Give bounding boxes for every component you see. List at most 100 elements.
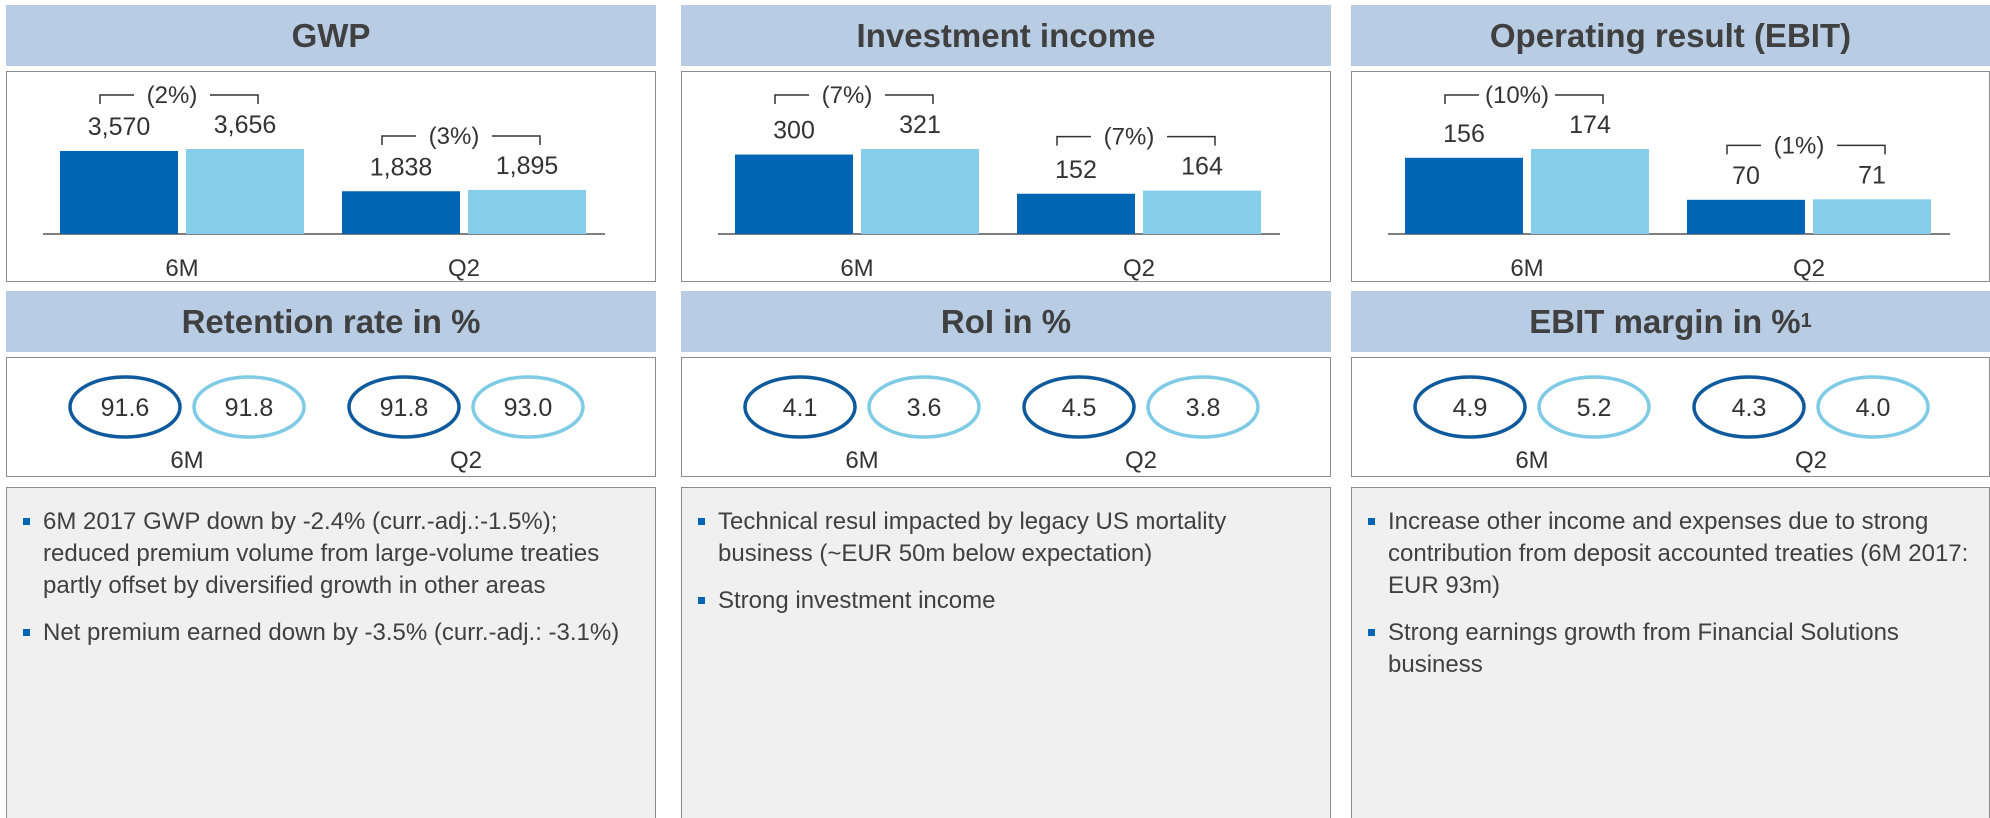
bar [60,150,178,234]
bar-chart: 6M 156 174 (10%) Q2 70 71 (1%) [1388,82,1950,282]
bullet-item: 6M 2017 GWP down by -2.4% (curr.-adj.:-1… [21,506,635,602]
bracket [99,94,259,104]
bullet-box: Technical resul impacted by legacy US mo… [681,487,1331,818]
ratio-oval [867,375,981,439]
chart-box: 6M 3,570 3,656 (2%) Q2 1,838 1,895 (3%) [6,71,656,282]
ratio-chart: 6M 91.6 91.8 Q2 91.8 93.0 [68,375,585,474]
change-label: (10%) [1485,82,1549,109]
bullet-box: Increase other income and expenses due t… [1351,487,1990,818]
value-label: 1,838 [370,153,433,181]
change-label: (2%) [147,82,198,109]
bar [1405,157,1523,234]
value-label: 174 [1569,111,1611,139]
ratio-oval [1022,375,1136,439]
ratio-value: 4.9 [1453,394,1488,422]
ratio-value: 3.8 [1186,394,1221,422]
bullet-list: Technical resul impacted by legacy US mo… [696,506,1310,617]
value-label: 3,656 [214,111,277,139]
ratio-oval [347,375,461,439]
panel-header: EBIT margin in % 1 [1351,291,1990,352]
chart-box: 6M 300 321 (7%) Q2 152 164 (7%) [681,71,1331,282]
ratio-value: 4.1 [783,394,818,422]
ratio-value: 4.5 [1062,394,1097,422]
ratio-chart: 6M 4.9 5.2 Q2 4.3 4.0 [1413,375,1930,474]
bar [1017,193,1135,234]
category-label: Q2 [448,255,480,282]
value-label: 321 [899,111,941,139]
ratio-oval [1816,375,1930,439]
bar [186,149,304,234]
bar [735,154,853,234]
ratio-oval [743,375,857,439]
category-label: Q2 [1125,447,1157,474]
category-label: 6M [1515,447,1548,474]
ratio-box: 6M 91.6 91.8 Q2 91.8 93.0 [6,357,656,477]
category-label: Q2 [1123,255,1155,282]
panel-title: RoI in % [940,302,1072,340]
category-label: Q2 [450,447,482,474]
bar [1531,149,1649,234]
bar [1813,199,1931,234]
bar-chart: 6M 3,570 3,656 (2%) Q2 1,838 1,895 (3%) [43,82,605,282]
bullet-item: Increase other income and expenses due t… [1366,506,1969,602]
bracket [381,135,541,145]
ratio-value: 4.0 [1856,394,1891,422]
ratio-oval [68,375,182,439]
panel-header: GWP [6,5,656,66]
ratio-oval [1146,375,1260,439]
ratio-oval [1413,375,1527,439]
bracket [1444,94,1604,104]
ratio-value: 91.8 [380,394,429,422]
bullet-item: Strong investment income [696,585,1310,617]
panel-title: GWP [291,16,371,54]
value-label: 152 [1055,156,1097,184]
bracket [774,94,934,104]
category-label: 6M [845,447,878,474]
ratio-oval [192,375,306,439]
panel-header: RoI in % [681,291,1331,352]
bracket [1056,135,1216,146]
change-label: (7%) [1104,124,1155,151]
panel-title: Operating result (EBIT) [1489,16,1852,54]
ratio-value: 93.0 [504,394,553,422]
category-label: 6M [170,447,203,474]
category-label: 6M [165,255,198,282]
chart-box: 6M 156 174 (10%) Q2 70 71 (1%) [1351,71,1990,282]
value-label: 300 [773,117,815,145]
ratio-oval [1692,375,1806,439]
ratio-value: 91.6 [101,394,150,422]
value-label: 71 [1858,161,1886,189]
bracket [1726,144,1886,155]
change-label: (7%) [822,82,873,109]
ratio-value: 5.2 [1577,394,1612,422]
panel-header: Retention rate in % [6,291,656,352]
bullet-list: 6M 2017 GWP down by -2.4% (curr.-adj.:-1… [21,506,635,649]
panel-header: Operating result (EBIT) [1351,5,1990,66]
bar [861,149,979,234]
value-label: 156 [1443,120,1485,148]
ratio-value: 91.8 [225,394,274,422]
panel-title: Investment income [856,16,1156,54]
ratio-oval [1537,375,1651,439]
bullet-item: Net premium earned down by -3.5% (curr.-… [21,617,635,649]
bar-chart: 6M 300 321 (7%) Q2 152 164 (7%) [718,82,1280,282]
bullet-item: Technical resul impacted by legacy US mo… [696,506,1310,570]
bar [342,191,460,234]
value-label: 1,895 [496,152,559,180]
panel-header: Investment income [681,5,1331,66]
bar [1687,199,1805,234]
panel-title: Retention rate in % [181,302,481,340]
category-label: Q2 [1795,447,1827,474]
change-label: (3%) [429,123,480,150]
bullet-box: 6M 2017 GWP down by -2.4% (curr.-adj.:-1… [6,487,656,818]
footnote-mark: 1 [1800,310,1812,332]
category-label: Q2 [1793,255,1825,282]
panel-title: EBIT margin in % [1529,302,1801,340]
ratio-value: 4.3 [1732,394,1767,422]
value-label: 164 [1181,153,1223,181]
category-label: 6M [1510,255,1543,282]
ratio-box: 6M 4.1 3.6 Q2 4.5 3.8 [681,357,1331,477]
bullet-item: Strong earnings growth from Financial So… [1366,617,1969,681]
ratio-value: 3.6 [907,394,942,422]
